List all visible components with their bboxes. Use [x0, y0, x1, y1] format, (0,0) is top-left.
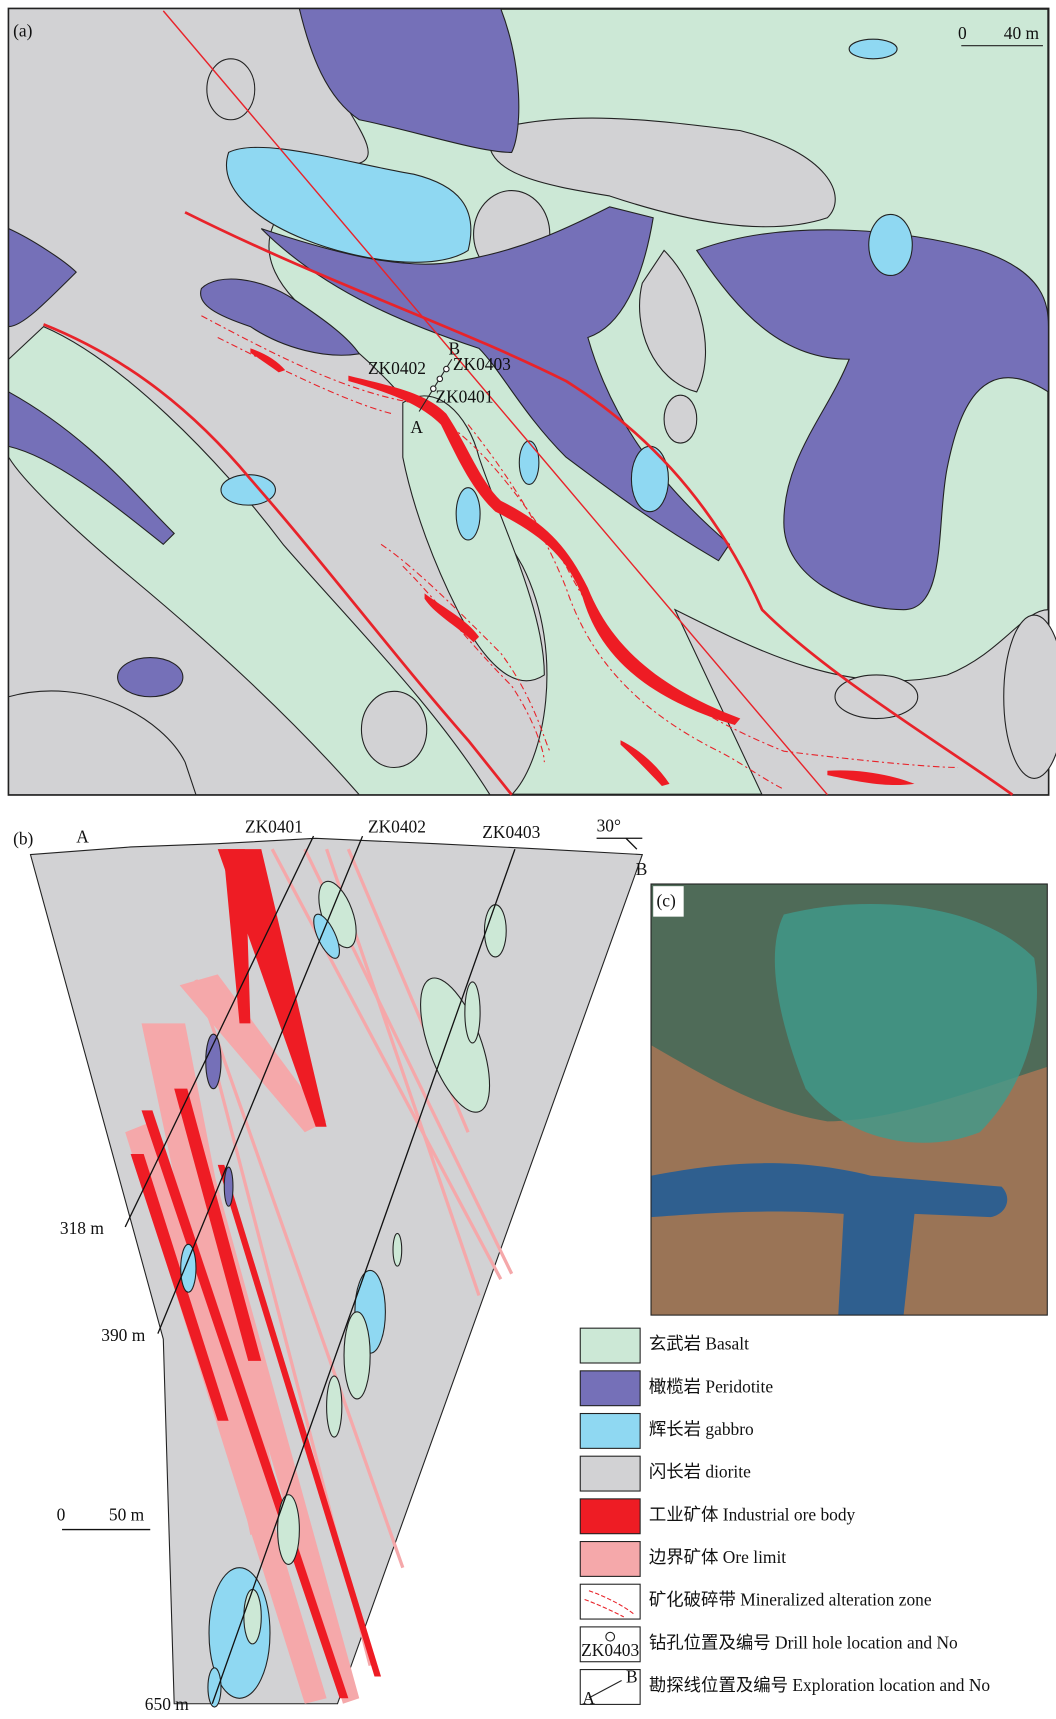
gabbro [869, 214, 913, 275]
legend-label: 辉长岩 gabbro [649, 1419, 754, 1439]
legend-label: 橄榄岩 Peridotite [649, 1376, 774, 1396]
drill-label: ZK0401 [435, 386, 493, 406]
peridotite [206, 1034, 221, 1088]
panel-label: (b) [13, 828, 33, 848]
panel-label: (a) [13, 21, 33, 41]
basalt [393, 1233, 402, 1266]
legend-swatch [580, 1584, 640, 1619]
depth-label: 318 m [60, 1218, 104, 1238]
legend-swatch [580, 1371, 640, 1406]
peridotite [224, 1167, 233, 1206]
legend-icon-label: A [582, 1688, 595, 1708]
legend-swatch [580, 1499, 640, 1534]
point-label: B [636, 859, 648, 879]
legend-label: 闪长岩 diorite [649, 1462, 751, 1482]
cross-section: (b) A B ZK0401 ZK0402 ZK0403 30° 318 m 3… [13, 815, 647, 1714]
panel-label: (c) [656, 891, 676, 911]
gabbro [181, 1244, 196, 1292]
legend-label: 矿化破碎带 Mineralized alteration zone [649, 1590, 932, 1610]
photo: (c) [651, 884, 1047, 1315]
basalt [465, 982, 480, 1043]
scale-label: 50 m [109, 1505, 145, 1525]
drill-label: ZK0401 [245, 816, 303, 836]
peridotite [118, 658, 183, 697]
drill-label: ZK0403 [482, 822, 540, 842]
scale-label: 0 [958, 23, 967, 43]
legend: 玄武岩 Basalt 橄榄岩 Peridotite 辉长岩 gabbro 闪长岩 di… [580, 1328, 990, 1708]
gabbro [208, 1668, 221, 1707]
figure: (a) 0 40 m A B ZK0402 ZK0403 ZK0401 [0, 0, 1056, 1719]
legend-label: 勘探线位置及编号 Exploration location and No [649, 1675, 991, 1695]
diorite [361, 691, 426, 767]
gabbro [631, 446, 668, 511]
depth-label: 390 m [101, 1325, 145, 1345]
legend-label: 边界矿体 Ore limit [649, 1547, 786, 1567]
gabbro [849, 39, 897, 59]
legend-label: 钻孔位置及编号 Drill hole location and No [649, 1632, 958, 1652]
point-label: A [410, 417, 423, 437]
drill-hole [444, 366, 449, 371]
legend-icon-label: B [626, 1666, 638, 1686]
legend-swatch [580, 1414, 640, 1449]
gabbro [519, 441, 539, 485]
basalt [278, 1495, 300, 1565]
drill-hole [437, 376, 442, 381]
scale-label: 0 [57, 1505, 66, 1525]
legend-swatch [580, 1542, 640, 1577]
drill-label: ZK0402 [368, 816, 426, 836]
scale-label: 40 m [1004, 23, 1040, 43]
drill-label: ZK0403 [453, 354, 511, 374]
depth-label: 650 m [145, 1694, 189, 1714]
legend-icon-label: ZK0403 [581, 1640, 639, 1660]
diorite [664, 395, 697, 443]
dip-label: 30° [597, 815, 621, 835]
legend-label: 工业矿体 Industrial ore body [649, 1504, 856, 1524]
drill-label: ZK0402 [368, 358, 426, 378]
gabbro [456, 488, 480, 540]
geologic-map: (a) 0 40 m A B ZK0402 ZK0403 ZK0401 [9, 9, 1056, 795]
dip-line [626, 838, 637, 849]
point-label: A [76, 826, 89, 846]
basalt [344, 1312, 370, 1399]
legend-swatch [580, 1328, 640, 1363]
legend-swatch [580, 1456, 640, 1491]
legend-label: 玄武岩 Basalt [649, 1334, 749, 1354]
basalt [327, 1376, 342, 1437]
basalt [244, 1589, 261, 1643]
basalt [484, 905, 506, 957]
